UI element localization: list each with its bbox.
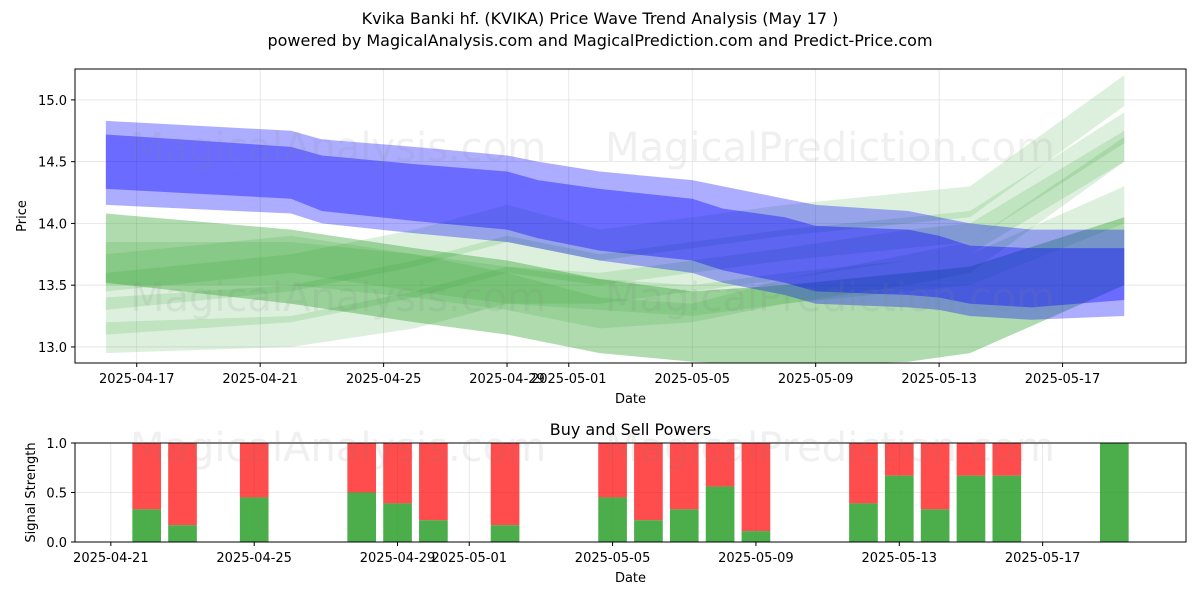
buy-power-bar	[920, 509, 950, 542]
chart-subtitle: powered by MagicalAnalysis.com and Magic…	[267, 31, 933, 50]
buy-power-bar	[634, 520, 663, 542]
buy-power-bar	[884, 475, 914, 542]
signal-plot-area	[132, 443, 1129, 542]
green-wave-band	[105, 130, 1125, 354]
sell-power-bar	[884, 443, 914, 476]
sell-power-bar	[419, 443, 448, 521]
buy-power-bar	[849, 503, 878, 542]
x-tick-label: 2025-05-09	[778, 372, 854, 387]
y-tick-label: 13.5	[38, 279, 67, 294]
buy-power-bar	[741, 531, 771, 542]
blue-wave-inner-band	[105, 134, 1125, 308]
buy-power-bar	[168, 525, 197, 542]
y-tick-label: 0.0	[46, 536, 67, 551]
green-wave-band	[105, 112, 1125, 335]
buy-power-bar	[239, 497, 269, 542]
y-axis-label: Price	[15, 200, 30, 232]
chart-title: Kvika Banki hf. (KVIKA) Price Wave Trend…	[361, 9, 839, 28]
sell-power-bar	[347, 443, 377, 493]
buy-power-bar	[490, 525, 520, 542]
sell-power-bar	[598, 443, 627, 498]
x-tick-label: 2025-05-01	[431, 551, 507, 566]
x-tick-label: 2025-04-25	[216, 551, 292, 566]
y-tick-label: 13.0	[38, 341, 67, 356]
sell-power-bar	[705, 443, 735, 487]
x-tick-label: 2025-05-09	[718, 551, 794, 566]
green-wave-band	[105, 75, 1125, 310]
x-tick-label: 2025-05-17	[1005, 551, 1081, 566]
buy-power-bar	[419, 520, 448, 542]
sell-power-bar	[956, 443, 986, 476]
y-tick-label: 14.5	[38, 156, 67, 171]
green-wave-band	[105, 213, 1125, 363]
sell-power-bar	[669, 443, 699, 510]
signal-chart-title: Buy and Sell Powers	[550, 420, 712, 439]
sell-power-bar	[383, 443, 412, 504]
green-wave-band	[105, 186, 1125, 317]
x-tick-label: 2025-05-05	[575, 551, 651, 566]
x-tick-label: 2025-05-01	[531, 372, 607, 387]
x-tick-label: 2025-04-29	[360, 551, 436, 566]
x-tick-label: 2025-04-21	[222, 372, 298, 387]
y-tick-label: 1.0	[46, 437, 67, 452]
sell-power-bar	[239, 443, 269, 498]
sell-power-bar	[132, 443, 162, 510]
sell-power-bar	[741, 443, 771, 532]
green-wave-band	[105, 136, 1125, 329]
y-tick-label: 14.0	[38, 217, 67, 232]
buy-power-bar	[132, 509, 162, 542]
buy-power-bar	[992, 475, 1022, 542]
sell-power-bar	[634, 443, 663, 521]
sell-power-bar	[168, 443, 197, 526]
x-axis-label: Date	[615, 392, 646, 407]
x-tick-label: 2025-05-13	[862, 551, 938, 566]
buy-power-bar	[1099, 443, 1129, 542]
buy-power-bar	[669, 509, 699, 542]
y-axis-label: Signal Strength	[24, 442, 39, 542]
x-tick-label: 2025-04-21	[73, 551, 149, 566]
sell-power-bar	[849, 443, 878, 504]
buy-power-bar	[347, 492, 377, 542]
sell-power-bar	[490, 443, 520, 526]
x-tick-label: 2025-05-13	[901, 372, 977, 387]
sell-power-bar	[992, 443, 1022, 476]
buy-power-bar	[705, 486, 735, 542]
price-axes-frame	[74, 68, 1187, 364]
x-tick-label: 2025-04-25	[346, 372, 422, 387]
y-tick-label: 0.5	[46, 487, 67, 502]
x-tick-label: 2025-05-17	[1025, 372, 1101, 387]
buy-power-bar	[598, 497, 627, 542]
blue-wave-outer-band	[105, 120, 1125, 320]
y-tick-label: 15.0	[38, 94, 67, 109]
x-tick-label: 2025-05-05	[654, 372, 730, 387]
sell-power-bar	[920, 443, 950, 510]
buy-power-bar	[956, 475, 986, 542]
x-tick-label: 2025-04-29	[469, 372, 545, 387]
x-axis-label: Date	[615, 571, 646, 586]
price-plot-area	[105, 75, 1125, 363]
x-tick-label: 2025-04-17	[99, 372, 175, 387]
buy-power-bar	[383, 503, 412, 542]
